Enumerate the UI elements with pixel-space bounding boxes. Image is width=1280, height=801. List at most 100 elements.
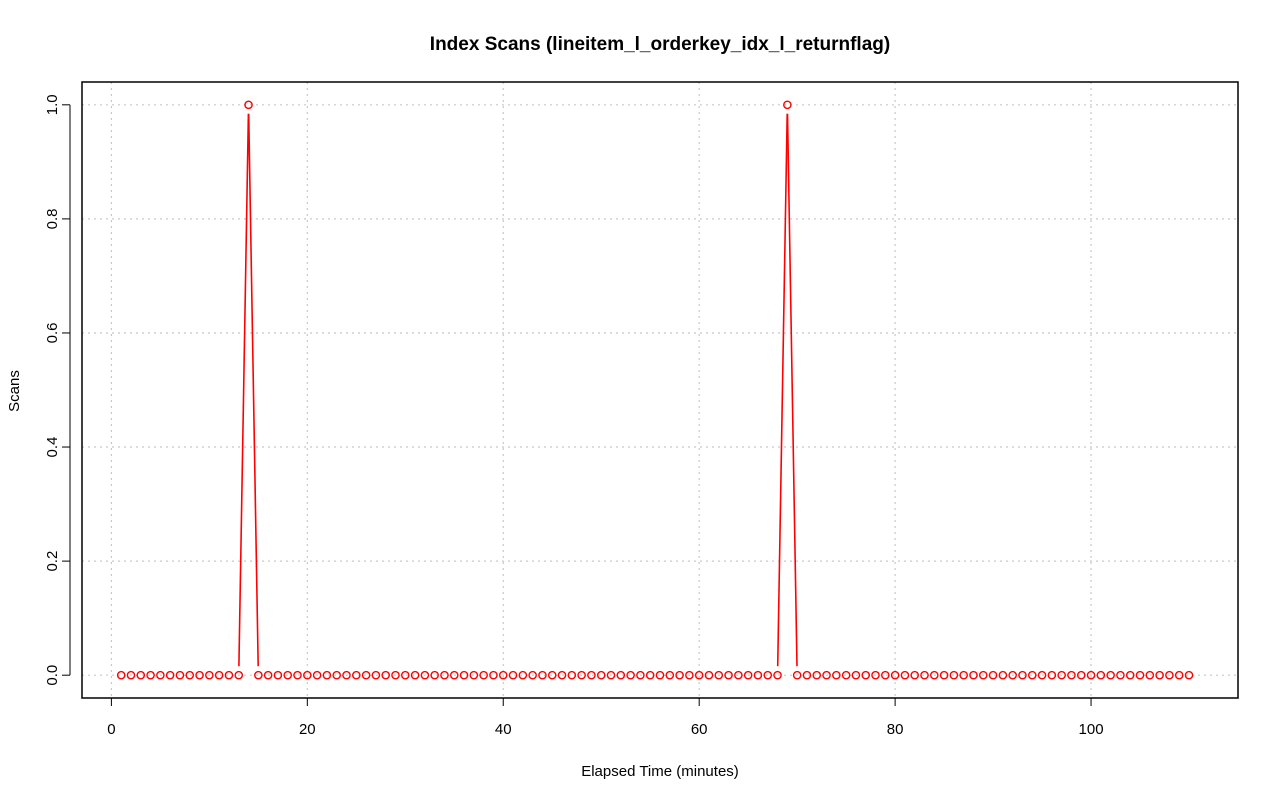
data-point bbox=[655, 670, 665, 680]
y-tick-label: 1.0 bbox=[44, 94, 61, 115]
data-point bbox=[175, 670, 185, 680]
data-point bbox=[557, 670, 567, 680]
data-point bbox=[479, 670, 488, 680]
data-point bbox=[1184, 670, 1194, 680]
data-point bbox=[665, 670, 675, 680]
y-tick-label: 0.0 bbox=[44, 665, 61, 686]
data-point bbox=[1165, 670, 1174, 680]
y-tick-label: 0.4 bbox=[44, 437, 61, 458]
data-point bbox=[1037, 670, 1047, 680]
data-point bbox=[205, 670, 214, 680]
data-point bbox=[430, 670, 439, 680]
x-tick-label: 80 bbox=[887, 721, 904, 738]
series-segment bbox=[238, 113, 250, 667]
data-point bbox=[763, 670, 773, 680]
data-point bbox=[596, 670, 606, 680]
data-point bbox=[303, 670, 312, 680]
data-point bbox=[146, 670, 155, 680]
data-point bbox=[978, 670, 988, 680]
data-point bbox=[714, 670, 724, 680]
data-point bbox=[920, 670, 929, 680]
data-point bbox=[969, 670, 978, 680]
data-point bbox=[156, 670, 165, 680]
data-point bbox=[1116, 670, 1125, 680]
data-point bbox=[244, 100, 253, 110]
series-segment bbox=[776, 113, 789, 667]
data-point bbox=[890, 670, 900, 680]
data-point bbox=[1067, 670, 1076, 680]
data-point bbox=[988, 670, 998, 680]
data-point bbox=[165, 670, 175, 680]
data-point bbox=[792, 670, 802, 680]
data-point bbox=[841, 670, 851, 680]
data-point bbox=[959, 670, 968, 680]
data-point bbox=[234, 670, 244, 680]
data-point bbox=[900, 670, 910, 680]
data-point bbox=[1145, 670, 1155, 680]
data-point bbox=[851, 670, 861, 680]
y-tick-label: 0.2 bbox=[44, 551, 61, 572]
data-point bbox=[459, 670, 469, 680]
data-point bbox=[352, 670, 361, 680]
data-point bbox=[675, 670, 684, 680]
data-point bbox=[949, 670, 959, 680]
data-point bbox=[342, 670, 351, 680]
x-tick-label: 20 bbox=[299, 721, 316, 738]
data-point bbox=[136, 670, 146, 680]
data-point bbox=[998, 670, 1008, 680]
data-point bbox=[1076, 670, 1086, 680]
data-point bbox=[753, 670, 763, 680]
data-point bbox=[361, 670, 371, 680]
data-point bbox=[508, 670, 518, 680]
series-line bbox=[238, 113, 798, 667]
data-point bbox=[567, 670, 577, 680]
chart-title: Index Scans (lineitem_l_orderkey_idx_l_r… bbox=[430, 34, 890, 55]
data-point bbox=[587, 670, 596, 680]
series-segment bbox=[247, 113, 259, 667]
data-point bbox=[861, 670, 871, 680]
data-point bbox=[812, 670, 822, 680]
x-axis: 0 20 40 60 80 100 bbox=[107, 697, 1104, 738]
data-point bbox=[645, 670, 655, 680]
y-axis-label: Scans bbox=[6, 370, 23, 412]
data-point bbox=[724, 670, 733, 680]
data-point bbox=[410, 670, 420, 680]
data-point bbox=[381, 670, 390, 680]
data-point bbox=[626, 670, 635, 680]
data-point bbox=[606, 670, 616, 680]
data-point bbox=[910, 670, 920, 680]
data-point bbox=[312, 670, 322, 680]
x-tick-label: 40 bbox=[495, 721, 512, 738]
data-point bbox=[636, 670, 645, 680]
x-tick-label: 100 bbox=[1079, 721, 1104, 738]
data-point bbox=[832, 670, 841, 680]
data-point bbox=[1008, 670, 1017, 680]
data-point bbox=[116, 670, 126, 680]
data-point bbox=[293, 670, 302, 680]
data-point bbox=[1135, 670, 1145, 680]
plot-frame bbox=[81, 81, 1239, 699]
data-point bbox=[577, 670, 586, 680]
data-point bbox=[1174, 670, 1184, 680]
data-point bbox=[1106, 670, 1115, 680]
data-point bbox=[254, 670, 263, 680]
data-point bbox=[332, 670, 342, 680]
data-point bbox=[449, 670, 459, 680]
data-point bbox=[704, 670, 714, 680]
data-point bbox=[1086, 670, 1096, 680]
data-point bbox=[440, 670, 449, 680]
data-point bbox=[773, 670, 782, 680]
data-point bbox=[881, 670, 890, 680]
y-tick-label: 0.8 bbox=[44, 208, 61, 229]
data-point bbox=[214, 670, 224, 680]
data-point bbox=[185, 670, 195, 680]
grid bbox=[82, 82, 1238, 698]
y-tick-label: 0.6 bbox=[44, 323, 61, 344]
x-tick-label: 60 bbox=[691, 721, 708, 738]
data-point bbox=[930, 670, 939, 680]
data-point bbox=[685, 670, 694, 680]
data-point bbox=[1155, 670, 1164, 680]
data-point bbox=[802, 670, 812, 680]
data-point bbox=[400, 670, 410, 680]
